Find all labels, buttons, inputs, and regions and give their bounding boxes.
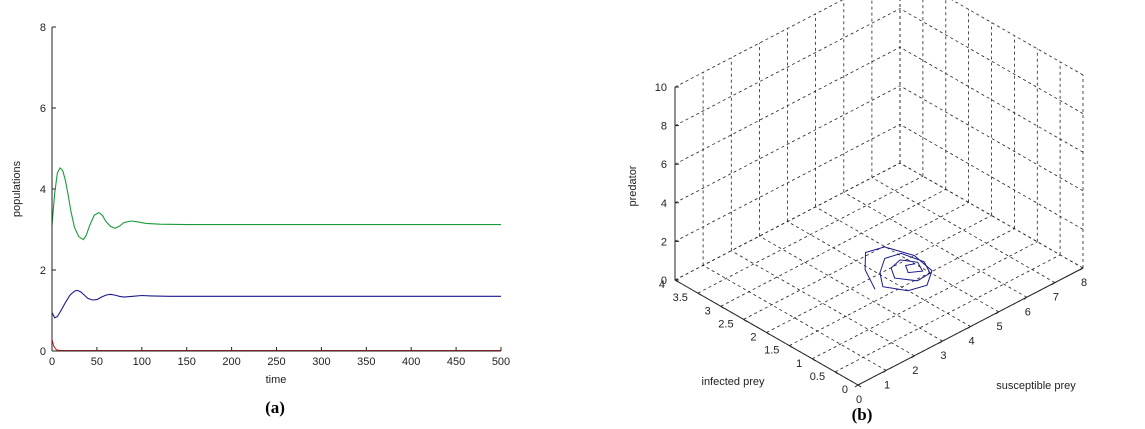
right-wall-grid-z	[899, 8, 1084, 114]
y-tick-label: 0	[842, 384, 848, 396]
floor-grid-x	[787, 221, 971, 327]
x-tick-label: 1	[884, 379, 890, 391]
x-tick-label: 0	[856, 394, 862, 406]
y-tick-label: 2	[40, 265, 46, 277]
x-tick-label: 3	[940, 350, 946, 362]
x-tick-label: 4	[968, 336, 974, 348]
right-wall-grid-z	[899, 85, 1084, 192]
x-tick-label: 300	[312, 356, 330, 368]
y-tick-label: 0	[40, 346, 46, 358]
right-wall-grid-z	[899, 124, 1084, 230]
x-tick-mark	[854, 384, 859, 388]
x-tick-label: 6	[1025, 306, 1031, 318]
x-tick-label: 0	[49, 356, 55, 368]
y-tick-mark	[812, 358, 816, 362]
x-tick-mark	[1079, 267, 1084, 271]
floor-grid-y	[720, 188, 946, 307]
y-tick-mark	[789, 345, 793, 349]
x-tick-mark	[1051, 282, 1056, 286]
back-wall-grid-z	[674, 124, 901, 242]
y-tick-mark	[766, 332, 770, 335]
series-line-1	[51, 289, 501, 319]
x-tick-label: 8	[1081, 277, 1087, 289]
y-tick-mark	[720, 305, 725, 309]
y-tick-label: 6	[40, 103, 46, 115]
x-tick-mark	[1023, 296, 1028, 300]
floor-grid-y	[697, 175, 924, 294]
y-tick-mark	[697, 292, 702, 296]
y-tick-label: 8	[40, 22, 46, 34]
x-tick-label: 400	[402, 356, 420, 368]
back-wall-grid-z	[674, 162, 901, 281]
floor-grid-x	[731, 250, 915, 357]
floor-grid-x	[815, 206, 999, 313]
x-tick-mark	[882, 369, 887, 373]
z-tick-label: 8	[661, 121, 667, 133]
y-tick-label: 4	[659, 279, 665, 291]
z-tick-label: 4	[661, 198, 667, 210]
x-tick-label: 500	[492, 356, 510, 368]
x-tick-mark	[995, 311, 999, 315]
series-line-0	[51, 166, 501, 241]
y-tick-mark	[834, 371, 839, 375]
y-tick-label: 3.5	[673, 292, 688, 304]
floor-grid-y	[834, 254, 1061, 373]
x-tick-label: 150	[178, 356, 196, 368]
floor-grid-x	[871, 177, 1056, 283]
y-tick-mark	[857, 384, 862, 388]
y-tick-label: 1.5	[764, 345, 779, 357]
y-tick-label: 4	[40, 184, 46, 196]
plot-b-zlabel: predator	[627, 165, 639, 206]
floor-grid-y	[743, 202, 969, 320]
back-wall-grid-z	[674, 0, 844, 88]
plot-b-ylabel: infected prey	[702, 376, 765, 388]
y-tick-label: 3	[705, 305, 711, 317]
panel-a-2d-chart: 0 50 100 150 200 250 300 350 400 450 500 0 2 4 6 8 time…	[11, 22, 510, 417]
plot-b-series	[864, 246, 933, 292]
caption-a: (a)	[265, 398, 285, 417]
caption-b: (b)	[852, 405, 873, 424]
z-tick-label: 0	[661, 275, 667, 287]
plot-a-ylabel: populations	[11, 160, 23, 217]
plot-a-xlabel: time	[266, 374, 287, 386]
floor-grid-y	[789, 228, 1015, 346]
x-tick-label: 100	[133, 356, 151, 368]
floor-grid-y	[766, 215, 992, 333]
z-tick-label: 10	[655, 82, 667, 94]
trajectory-line-0	[864, 246, 933, 292]
x-tick-label: 250	[267, 356, 285, 368]
x-tick-label: 450	[447, 356, 465, 368]
x-tick-label: 350	[357, 356, 375, 368]
x-tick-label: 2	[912, 365, 918, 377]
x-tick-label: 5	[997, 321, 1003, 333]
floor-grid-y	[812, 241, 1038, 360]
y-tick-label: 2.5	[718, 318, 733, 330]
x-tick-mark	[967, 326, 971, 329]
back-wall-grid-z	[674, 8, 901, 126]
back-wall-grid-z	[674, 46, 901, 165]
right-wall-grid-z	[899, 162, 1084, 269]
z-tick-label: 6	[661, 159, 667, 171]
x-tick-label: 7	[1053, 292, 1059, 304]
floor-grid-x	[759, 235, 943, 342]
y-tick-mark	[743, 318, 747, 322]
plot-b-xlabel: susceptible prey	[996, 380, 1076, 392]
floor-grid-x	[702, 265, 887, 371]
x-tick-mark	[911, 355, 915, 359]
back-wall-grid-z	[674, 85, 901, 204]
x-tick-mark	[939, 340, 943, 344]
z-tick-label: 2	[661, 236, 667, 248]
x-tick-label: 50	[91, 356, 103, 368]
plot-b-grid	[674, 0, 1084, 388]
plot-a-frame	[52, 27, 501, 351]
y-tick-label: 1	[796, 358, 802, 370]
y-tick-label: 2	[750, 332, 756, 344]
y-tick-label: 0.5	[810, 371, 825, 383]
x-tick-label: 200	[222, 356, 240, 368]
floor-grid-x	[843, 191, 1027, 298]
right-wall-grid-z	[899, 46, 1084, 153]
